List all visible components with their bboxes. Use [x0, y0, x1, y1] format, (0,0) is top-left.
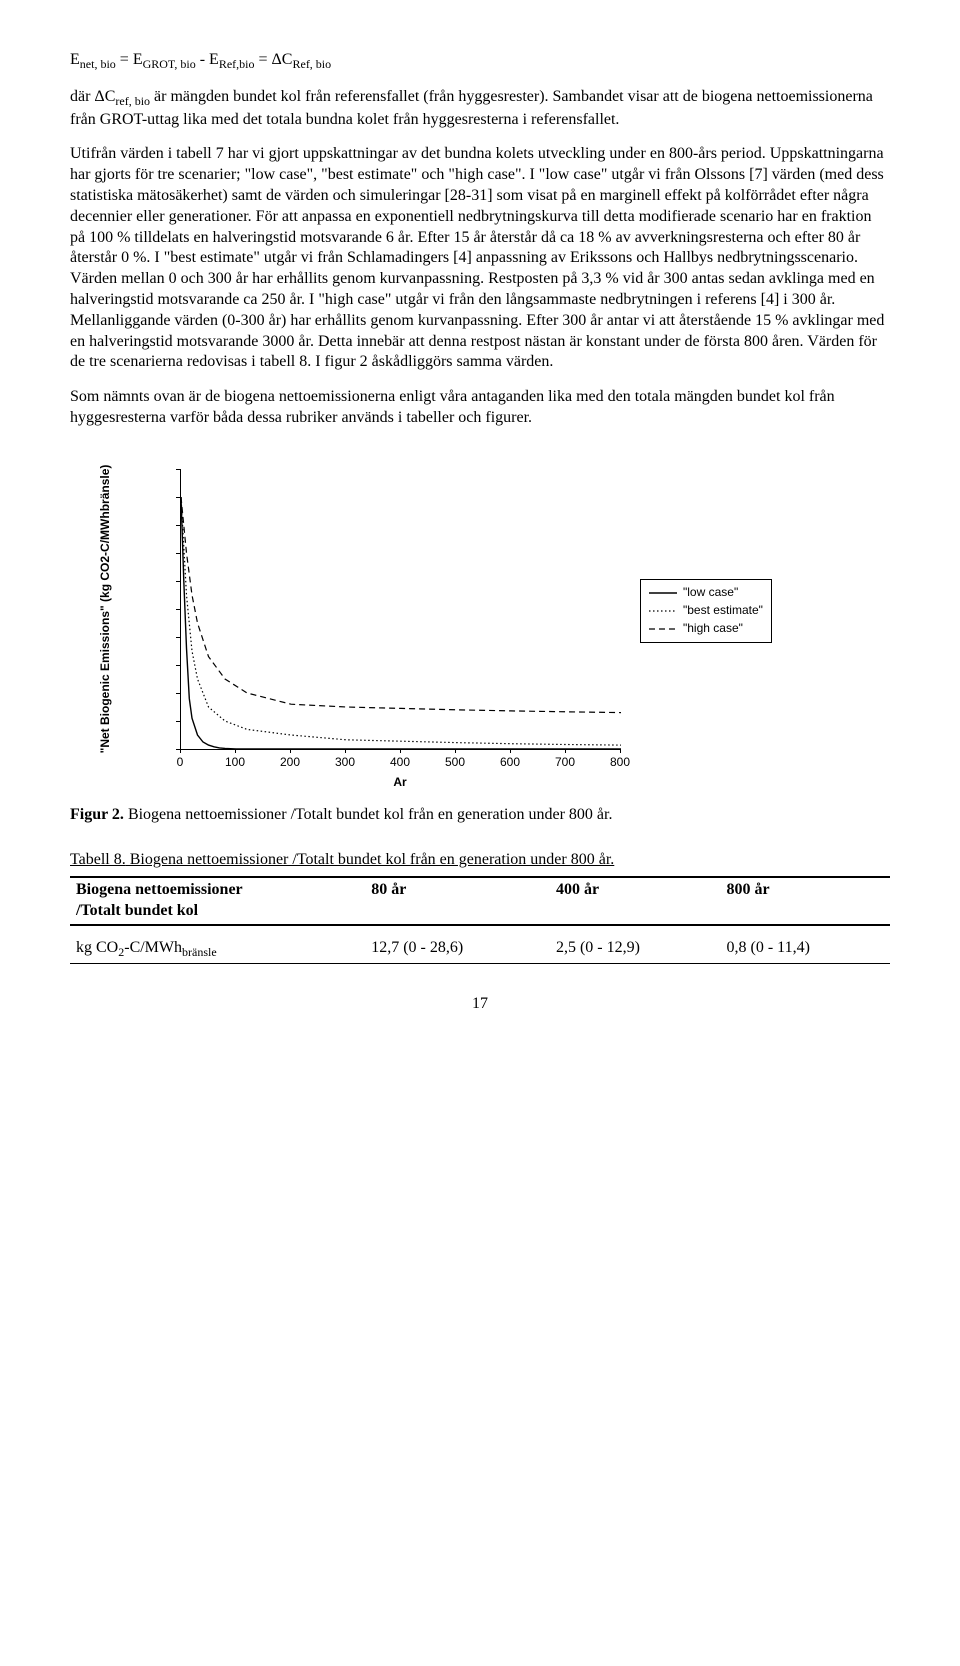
eq-a-sub: net, bio [80, 57, 116, 71]
y-tick-label: 20,00 [0, 685, 172, 701]
x-tick-label: 600 [500, 755, 520, 771]
chart-lines [181, 469, 621, 749]
x-tick-label: 300 [335, 755, 355, 771]
y-tick-label: 60,00 [0, 573, 172, 589]
x-tick-label: 500 [445, 755, 465, 771]
paragraph-1: där ΔCref, bio är mängden bundet kol frå… [70, 87, 890, 131]
table-caption: Tabell 8. Biogena nettoemissioner /Total… [70, 850, 890, 871]
y-tick-label: 80,00 [0, 517, 172, 533]
paragraph-2: Utifrån värden i tabell 7 har vi gjort u… [70, 144, 890, 373]
y-tick-label: 30,00 [0, 657, 172, 673]
legend-label: "low case" [683, 585, 738, 601]
chart-legend: "low case" "best estimate" "high case" [640, 579, 772, 643]
y-tick-label: 40,00 [0, 629, 172, 645]
x-tick-label: 400 [390, 755, 410, 771]
page-number: 17 [70, 994, 890, 1015]
x-tick-label: 700 [555, 755, 575, 771]
legend-item: "high case" [649, 620, 763, 638]
legend-item: "best estimate" [649, 602, 763, 620]
eq-b-sub: GROT, bio [143, 57, 196, 71]
y-tick-label: 0,00 [0, 741, 172, 757]
y-tick-label: 50,00 [0, 601, 172, 617]
eq-a: E [70, 51, 80, 68]
y-tick-label: 100,00 [0, 461, 172, 477]
table-header-row: Biogena nettoemissioner /Totalt bundet k… [70, 878, 890, 925]
table-row: kg CO2-C/MWhbränsle 12,7 (0 - 28,6) 2,5 … [70, 936, 890, 963]
y-tick-label: 70,00 [0, 545, 172, 561]
equation-line: Enet, bio = EGROT, bio - ERef,bio = ΔCRe… [70, 50, 890, 73]
series-high-case [181, 497, 621, 713]
chart-plot-area [180, 469, 621, 750]
x-tick-label: 200 [280, 755, 300, 771]
x-tick-label: 100 [225, 755, 245, 771]
x-tick-label: 0 [177, 755, 184, 771]
legend-item: "low case" [649, 584, 763, 602]
eq-b: E [133, 51, 143, 68]
y-tick-label: 90,00 [0, 489, 172, 505]
eq-c-sub: Ref,bio [219, 57, 255, 71]
data-table: Biogena nettoemissioner /Totalt bundet k… [70, 876, 890, 963]
legend-label: "best estimate" [683, 603, 763, 619]
chart-x-axis-label: Ar [393, 775, 406, 791]
figure-caption: Figur 2. Biogena nettoemissioner /Totalt… [70, 805, 890, 826]
paragraph-3: Som nämnts ovan är de biogena nettoemiss… [70, 387, 890, 429]
eq-c: E [209, 51, 219, 68]
eq-d: ΔC [272, 51, 293, 68]
eq-d-sub: Ref, bio [292, 57, 331, 71]
chart-figure: "Net Biogenic Emissions" (kg CO2-C/MWhbr… [100, 459, 800, 799]
x-tick-label: 800 [610, 755, 630, 771]
y-tick-label: 10,00 [0, 713, 172, 729]
legend-label: "high case" [683, 621, 743, 637]
